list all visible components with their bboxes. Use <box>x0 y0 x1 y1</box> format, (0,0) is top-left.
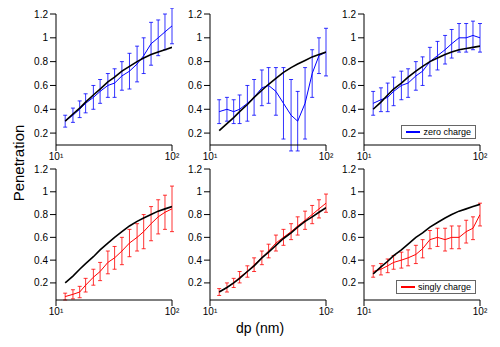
svg-text:1.2: 1.2 <box>34 9 48 20</box>
svg-text:1: 1 <box>350 32 356 43</box>
svg-text:0.6: 0.6 <box>188 80 202 91</box>
svg-text:0.6: 0.6 <box>342 80 356 91</box>
svg-text:0.4: 0.4 <box>342 104 356 115</box>
html-text:singly charge: singly charge <box>418 282 471 292</box>
svg-text:0.8: 0.8 <box>188 56 202 67</box>
svg-text:0.4: 0.4 <box>342 255 356 266</box>
svg-text:10²: 10² <box>473 306 488 317</box>
svg-text:0.8: 0.8 <box>188 209 202 220</box>
svg-text:1: 1 <box>350 186 356 197</box>
svg-text:10²: 10² <box>473 151 488 162</box>
svg-text:0.4: 0.4 <box>188 255 202 266</box>
svg-text:10¹: 10¹ <box>49 151 64 162</box>
svg-text:10¹: 10¹ <box>203 306 218 317</box>
svg-text:10¹: 10¹ <box>203 151 218 162</box>
svg-text:1.2: 1.2 <box>342 164 356 175</box>
svg-text:0.6: 0.6 <box>188 232 202 243</box>
svg-text:1: 1 <box>196 186 202 197</box>
svg-text:1.2: 1.2 <box>34 164 48 175</box>
svg-text:10¹: 10¹ <box>49 306 64 317</box>
svg-text:0.6: 0.6 <box>34 80 48 91</box>
html-text:zero charge: zero charge <box>423 127 471 137</box>
svg-text:0.8: 0.8 <box>342 209 356 220</box>
svg-text:0.2: 0.2 <box>342 128 356 139</box>
svg-text:0.2: 0.2 <box>188 277 202 288</box>
svg-text:0.6: 0.6 <box>34 232 48 243</box>
svg-text:0.8: 0.8 <box>342 56 356 67</box>
svg-text:1: 1 <box>42 32 48 43</box>
svg-text:0.2: 0.2 <box>188 128 202 139</box>
svg-text:0.8: 0.8 <box>34 56 48 67</box>
html-text:Penetration: Penetration <box>9 124 27 202</box>
svg-text:1.2: 1.2 <box>342 9 356 20</box>
svg-text:0.6: 0.6 <box>342 232 356 243</box>
svg-text:10¹: 10¹ <box>357 306 372 317</box>
svg-text:10²: 10² <box>165 151 180 162</box>
html-text:dp (nm): dp (nm) <box>235 320 285 336</box>
svg-text:1.2: 1.2 <box>188 164 202 175</box>
svg-text:10²: 10² <box>165 306 180 317</box>
svg-text:0.2: 0.2 <box>34 277 48 288</box>
svg-text:1: 1 <box>196 32 202 43</box>
svg-text:10²: 10² <box>319 306 334 317</box>
svg-text:0.2: 0.2 <box>34 128 48 139</box>
svg-text:0.2: 0.2 <box>342 277 356 288</box>
svg-text:0.4: 0.4 <box>188 104 202 115</box>
svg-text:0.8: 0.8 <box>34 209 48 220</box>
svg-text:10¹: 10¹ <box>357 151 372 162</box>
svg-text:0.4: 0.4 <box>34 255 48 266</box>
svg-text:0.4: 0.4 <box>34 104 48 115</box>
svg-text:1.2: 1.2 <box>188 9 202 20</box>
svg-text:10²: 10² <box>319 151 334 162</box>
svg-text:1: 1 <box>42 186 48 197</box>
